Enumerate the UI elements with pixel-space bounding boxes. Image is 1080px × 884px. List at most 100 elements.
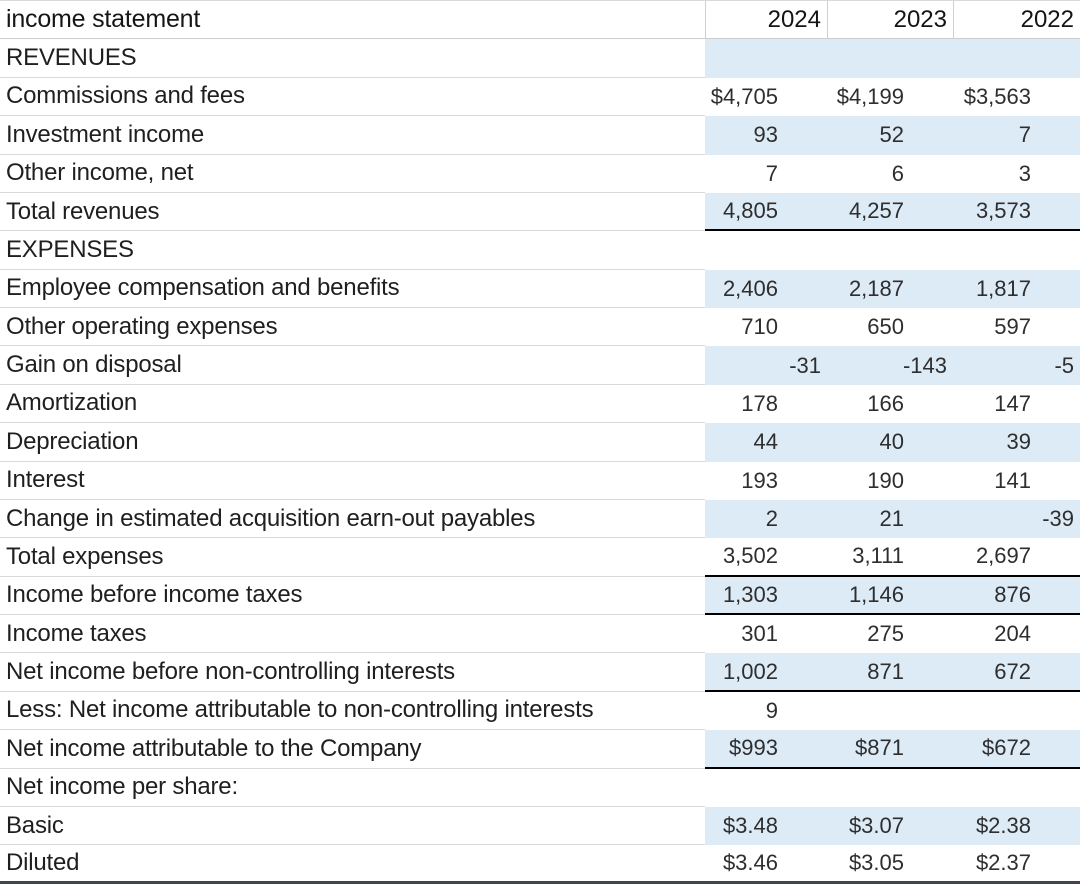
value-cell: 40	[827, 423, 953, 462]
value-cell: $4,199	[836, 83, 904, 109]
table-row: Income taxes 301 275 204	[0, 615, 1080, 654]
value-cell: 178	[741, 390, 778, 416]
header-row: income statement 2024 2023 2022	[0, 1, 1080, 40]
value-cell: $672	[953, 730, 1080, 769]
row-label: Income taxes	[0, 615, 705, 654]
row-label: Net income attributable to the Company	[0, 730, 705, 769]
row-label: Other income, net	[0, 154, 705, 193]
value-cell	[827, 692, 953, 730]
table-row: Depreciation 44 40 39	[0, 423, 1080, 462]
value-cell: 650	[867, 314, 904, 340]
value-cell: 1,146	[827, 576, 953, 615]
table-row: Gain on disposal -31 -143 -5	[0, 346, 1080, 385]
value-cell: $3.05	[848, 849, 904, 875]
value-cell	[827, 39, 953, 78]
table-row: Investment income 93 52 7	[0, 116, 1080, 155]
value-cell: 204	[994, 621, 1031, 647]
table-row: Net income attributable to the Company $9…	[0, 730, 1080, 769]
value-cell: 166	[867, 390, 904, 416]
value-cell: 7	[765, 160, 778, 186]
row-label: Employee compensation and benefits	[0, 269, 705, 308]
value-cell: 3,502	[705, 538, 827, 577]
value-cell: 9	[765, 697, 778, 723]
value-cell	[953, 39, 1080, 78]
table-row: Less: Net income attributable to non-con…	[0, 691, 1080, 731]
value-cell: -39	[953, 499, 1080, 539]
value-cell	[953, 692, 1080, 730]
row-label: Basic	[0, 806, 705, 846]
row-label: Gain on disposal	[0, 346, 705, 385]
table-row: Interest 193 190 141	[0, 461, 1080, 500]
value-cell: 710	[741, 314, 778, 340]
value-cell	[705, 231, 827, 269]
value-cell: $3.48	[705, 806, 827, 846]
value-cell: $2.37	[975, 849, 1031, 875]
value-cell: 1,817	[953, 269, 1080, 308]
value-cell: 275	[867, 621, 904, 647]
value-cell: 672	[953, 653, 1080, 692]
value-cell: 4,805	[705, 192, 827, 232]
value-cell	[953, 231, 1080, 269]
table-row: Commissions and fees $4,705 $4,199 $3,563	[0, 77, 1080, 117]
row-label: Amortization	[0, 384, 705, 424]
row-label: Diluted	[0, 845, 705, 881]
value-cell: 3,111	[827, 538, 953, 577]
row-label: Net income before non-controlling intere…	[0, 653, 705, 692]
value-cell: 193	[741, 467, 778, 493]
value-cell: 3	[1018, 160, 1031, 186]
value-cell: $871	[827, 730, 953, 769]
table-row: Income before income taxes 1,303 1,146 876	[0, 576, 1080, 615]
value-cell: $993	[705, 730, 827, 769]
table-row: Amortization 178 166 147	[0, 384, 1080, 424]
value-cell: 597	[994, 314, 1031, 340]
value-cell: 44	[705, 423, 827, 462]
row-label: Net income per share:	[0, 768, 705, 807]
value-cell	[705, 39, 827, 78]
value-cell: 871	[827, 653, 953, 692]
table-row: Other operating expenses 710 650 597	[0, 308, 1080, 347]
table-row: Other income, net 7 6 3	[0, 154, 1080, 193]
row-label: EXPENSES	[0, 231, 705, 270]
row-label: Commissions and fees	[0, 77, 705, 117]
row-label: Less: Net income attributable to non-con…	[0, 691, 705, 731]
value-cell: 1,303	[705, 576, 827, 615]
value-cell: 2	[705, 499, 827, 539]
value-cell: 7	[953, 116, 1080, 155]
value-cell: 876	[953, 576, 1080, 615]
row-label: Income before income taxes	[0, 576, 705, 615]
value-cell: 4,257	[827, 192, 953, 232]
value-cell: $4,705	[710, 83, 778, 109]
value-cell: 3,573	[953, 192, 1080, 232]
value-cell	[705, 769, 827, 807]
value-cell: 2,406	[705, 269, 827, 308]
table-row: Change in estimated acquisition earn-out…	[0, 499, 1080, 539]
value-cell: -143	[827, 346, 953, 385]
row-label: Interest	[0, 461, 705, 500]
year-column-header: 2023	[827, 1, 953, 40]
row-label: Investment income	[0, 116, 705, 155]
table-row: Basic $3.48 $3.07 $2.38	[0, 806, 1080, 846]
year-column-header: 2022	[953, 1, 1080, 40]
row-label: Depreciation	[0, 423, 705, 462]
row-label: Total revenues	[0, 192, 705, 232]
value-cell: 147	[994, 390, 1031, 416]
table-row: Net income per share:	[0, 768, 1080, 807]
value-cell: 141	[994, 467, 1031, 493]
table-row: Total revenues 4,805 4,257 3,573	[0, 192, 1080, 232]
row-label: Other operating expenses	[0, 308, 705, 347]
table-row: Employee compensation and benefits 2,406 2…	[0, 269, 1080, 308]
year-column-header: 2024	[705, 1, 827, 40]
value-cell	[827, 231, 953, 269]
value-cell: $3.07	[827, 806, 953, 846]
table-row: Total expenses 3,502 3,111 2,697	[0, 538, 1080, 577]
value-cell	[953, 769, 1080, 807]
value-cell: 52	[827, 116, 953, 155]
value-cell: 93	[705, 116, 827, 155]
value-cell: $3.46	[722, 849, 778, 875]
table-row: Net income before non-controlling intere…	[0, 653, 1080, 692]
value-cell: 190	[867, 467, 904, 493]
sheet-title: income statement	[0, 1, 705, 40]
table-row: Diluted $3.46 $3.05 $2.37	[0, 845, 1080, 884]
value-cell: $2.38	[953, 806, 1080, 846]
